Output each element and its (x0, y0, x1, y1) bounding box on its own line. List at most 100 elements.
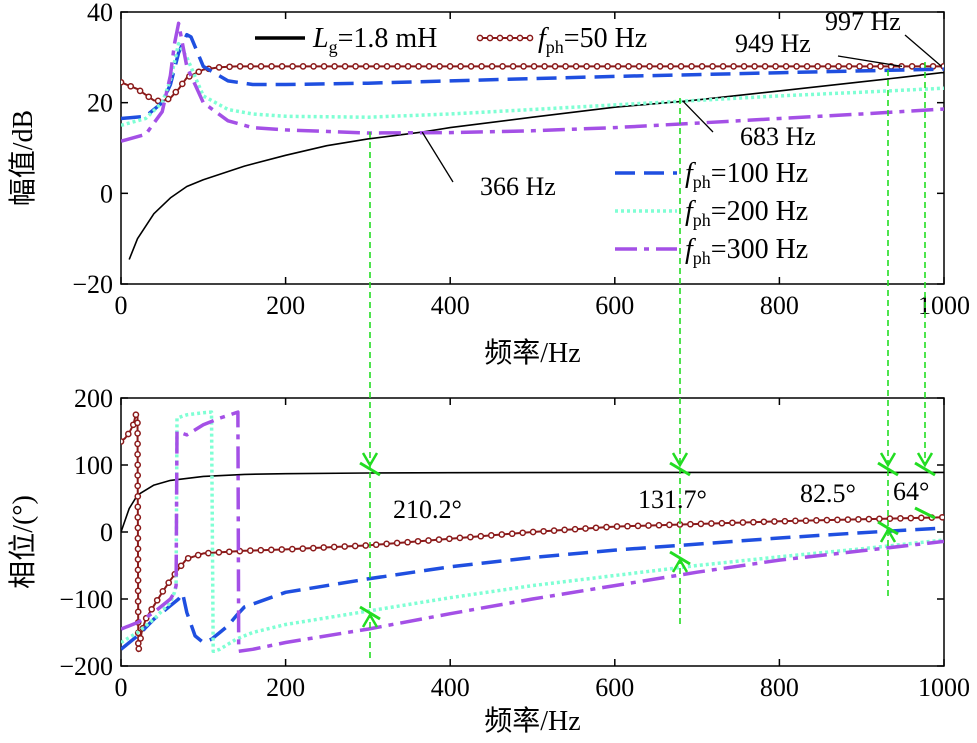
series-marker (478, 63, 485, 70)
series-marker (134, 566, 142, 574)
series-marker (645, 522, 652, 529)
series-marker (372, 541, 380, 549)
series-marker (184, 554, 192, 562)
series-marker (845, 63, 853, 70)
series-marker (134, 419, 141, 427)
series-marker (562, 63, 569, 70)
series-marker (134, 482, 142, 490)
series-marker (134, 440, 141, 448)
series-marker (134, 535, 142, 542)
series-marker (394, 63, 401, 70)
series-marker (148, 605, 156, 613)
series-marker (134, 598, 142, 605)
series-marker (288, 545, 296, 553)
series-marker (383, 540, 390, 548)
series-marker (782, 63, 790, 70)
arrow-up (879, 527, 897, 543)
annotation-leader (421, 131, 454, 183)
series-marker (436, 63, 443, 70)
series-marker (134, 587, 142, 595)
series-marker (823, 516, 831, 524)
series-marker (225, 548, 233, 556)
series-marker (802, 517, 810, 525)
series-marker (876, 515, 883, 523)
y-tick-label: 200 (74, 384, 113, 413)
series-marker (121, 78, 125, 86)
marker-tick (914, 461, 936, 477)
series-marker (813, 517, 820, 524)
x-tick-label: 400 (431, 291, 470, 320)
series-marker (866, 63, 874, 70)
arrow-up (361, 612, 379, 628)
series-marker (331, 63, 338, 70)
annotation-label: 366 Hz (480, 172, 556, 201)
series-marker (226, 63, 233, 71)
arrow-down (916, 452, 934, 468)
series-marker (134, 545, 142, 553)
legend-label: Lg=1.8 mH (312, 23, 437, 57)
series-marker (330, 543, 338, 551)
x-tick-label: 0 (115, 291, 128, 320)
series-marker (446, 535, 453, 543)
series-marker (907, 514, 915, 522)
x-axis-label: 频率/Hz (484, 337, 580, 369)
legend-marker (496, 34, 504, 42)
series-marker (750, 518, 757, 526)
series-marker (134, 524, 142, 532)
cross-marker-lines (359, 62, 936, 658)
series-marker (215, 549, 223, 556)
series-marker (529, 528, 537, 536)
series-marker (159, 588, 167, 595)
series-marker (362, 63, 370, 70)
annotation-label: 683 Hz (740, 122, 816, 151)
series-marker (603, 523, 610, 531)
series-marker (687, 520, 694, 528)
series-marker (215, 64, 223, 71)
series-line-3 (121, 410, 944, 654)
series-marker (814, 63, 821, 70)
series-marker (121, 438, 125, 445)
series-marker (865, 515, 873, 523)
x-tick-label: 600 (595, 673, 634, 702)
series-marker (520, 63, 527, 70)
y-tick-label: −100 (59, 585, 113, 614)
y-tick-label: 0 (100, 518, 113, 547)
series-marker (205, 549, 212, 557)
series-marker (771, 518, 778, 525)
series-marker (487, 532, 495, 539)
arrow-down (671, 452, 689, 468)
series-marker (136, 87, 144, 95)
series-marker (508, 530, 516, 538)
annotation-label: 949 Hz (735, 29, 811, 58)
series-marker (772, 63, 779, 70)
y-tick-label: 20 (87, 89, 113, 118)
series-marker (740, 63, 748, 70)
series-marker (718, 519, 726, 527)
series-line-4 (121, 410, 944, 654)
series-marker (781, 517, 789, 525)
series-marker (134, 461, 142, 469)
marker-tick (877, 461, 899, 477)
annotation-label: 131.7° (638, 485, 707, 514)
series-marker (247, 63, 254, 70)
series-marker (792, 517, 799, 525)
series-marker (289, 63, 296, 70)
series-marker (572, 63, 580, 70)
series-marker (571, 525, 579, 533)
series-line-2 (121, 526, 944, 651)
series-marker (134, 451, 141, 458)
series-marker (793, 63, 800, 70)
legend-label: fph=200 Hz (685, 196, 808, 230)
series-marker (635, 63, 643, 70)
series-marker (688, 63, 695, 70)
series-marker (614, 63, 622, 70)
series-marker (624, 522, 631, 530)
x-tick-label: 800 (760, 291, 799, 320)
series-marker (719, 63, 727, 70)
series-marker (519, 529, 527, 537)
series-marker (134, 430, 141, 437)
legend-label: fph=300 Hz (685, 234, 808, 268)
series-marker (177, 562, 185, 570)
series-marker (561, 526, 568, 534)
